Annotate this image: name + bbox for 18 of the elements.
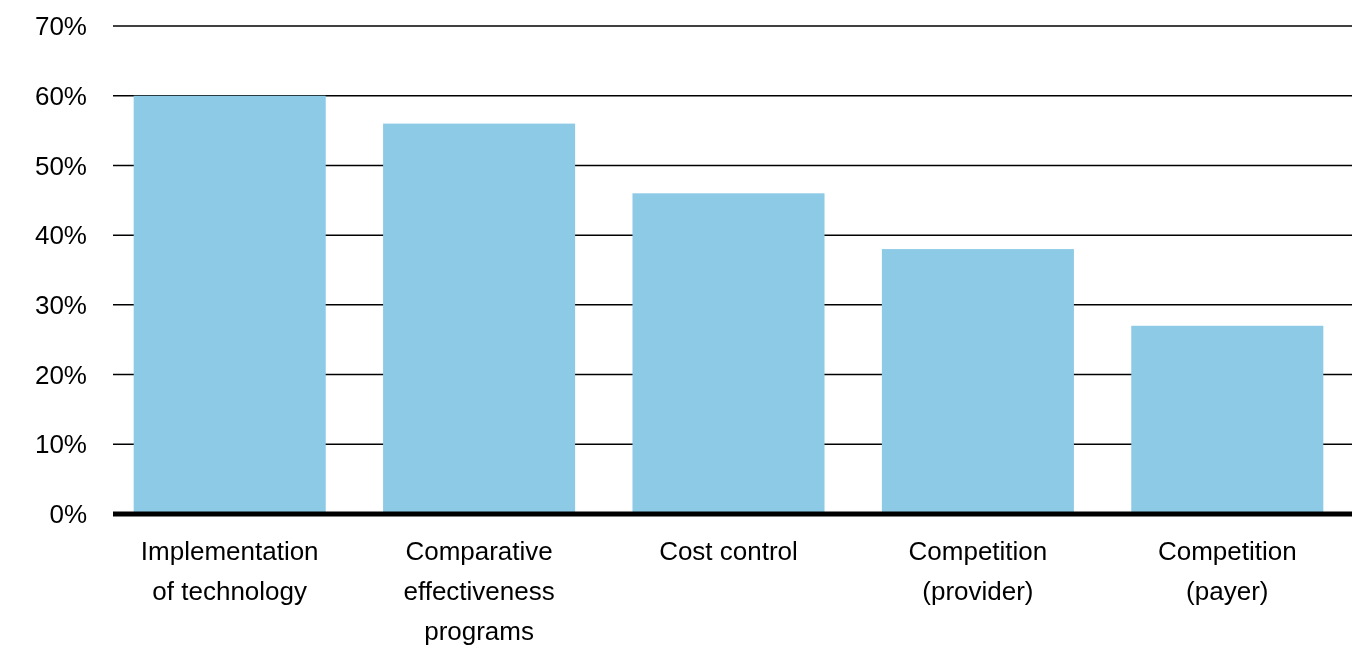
x-tick-label: Cost control xyxy=(659,536,798,566)
y-tick-label: 60% xyxy=(34,80,87,111)
x-tick-label: Competition (provider) xyxy=(908,536,1048,606)
y-tick-label: 70% xyxy=(34,11,87,42)
y-tick-label: 50% xyxy=(34,150,87,181)
y-tick-label: 40% xyxy=(34,220,87,251)
bar xyxy=(1131,325,1324,514)
bar xyxy=(383,123,576,514)
y-tick-label: 30% xyxy=(34,289,87,320)
bar xyxy=(133,95,326,514)
x-tick-label: Comparative effectiveness programs xyxy=(403,536,555,646)
bar xyxy=(632,193,825,514)
x-tick-label: Implementation of technology xyxy=(140,536,319,606)
y-tick-label: 0% xyxy=(49,499,87,530)
bar xyxy=(881,249,1074,514)
y-tick-label: 10% xyxy=(34,429,87,460)
x-tick-label: Competition (payer) xyxy=(1157,536,1297,606)
y-tick-label: 20% xyxy=(34,359,87,390)
